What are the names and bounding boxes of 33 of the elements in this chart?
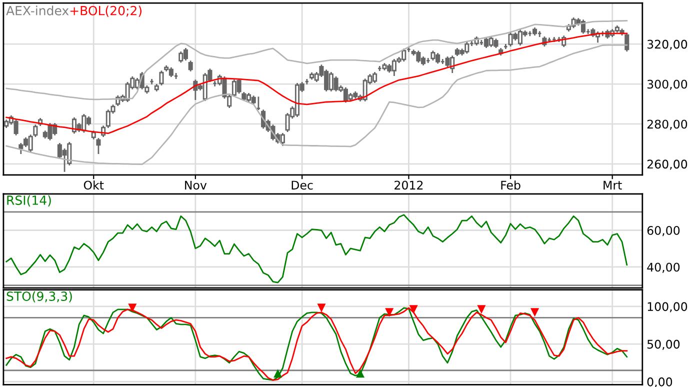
candlestick (624, 32, 630, 52)
y-tick-label: 260,00 (647, 160, 688, 170)
chart-title: AEX-index (6, 6, 69, 16)
line-series (6, 20, 628, 100)
x-tick-label: Nov (185, 180, 207, 190)
point (477, 305, 486, 314)
y-tick-label: 100,00 (648, 302, 688, 312)
y-tick-label: 50,00 (647, 340, 680, 350)
x-tick-label: Dec (292, 180, 313, 190)
text: RSI(14) (7, 195, 51, 206)
point (409, 305, 418, 314)
line-series (6, 214, 628, 284)
y-tick-label: 280,00 (647, 120, 688, 130)
line-series (6, 44, 628, 166)
y-tick-label: 300,00 (647, 80, 688, 90)
candlestick (188, 60, 193, 72)
x-tick-label: Feb (501, 180, 520, 190)
point (274, 369, 282, 378)
candlestick (96, 137, 101, 155)
point (530, 308, 540, 317)
x-tick-label: Okt (84, 180, 104, 190)
x-tick-label: Mrt (604, 180, 622, 190)
candlestick (159, 70, 164, 86)
x-tick-label: 2012 (394, 180, 423, 190)
y-tick-label: 320,00 (647, 40, 688, 50)
series-label: STO(9,3,3) (6, 291, 72, 302)
y-tick-label: 40,00 (647, 262, 680, 273)
point (128, 304, 137, 312)
point (317, 304, 326, 312)
point (385, 308, 394, 317)
y-tick-label: 60,00 (647, 226, 680, 236)
point (356, 369, 365, 378)
text: +BOL(20;2) (70, 6, 142, 17)
